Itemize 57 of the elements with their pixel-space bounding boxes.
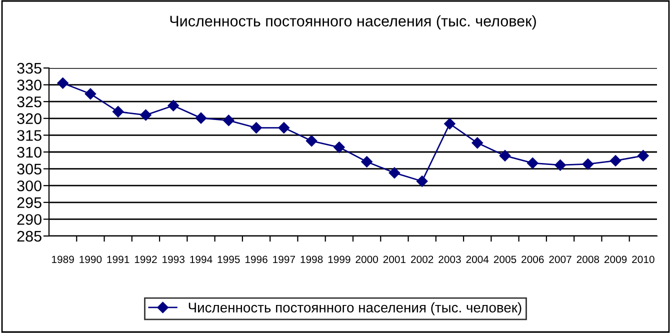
point [278, 122, 290, 134]
y-tick-label: 325 [17, 96, 42, 108]
x-tick-label: 1995 [218, 256, 240, 264]
y-tick-label: 295 [17, 197, 42, 208]
y-tick-label: 330 [17, 80, 42, 90]
x-tick-label: 1996 [245, 256, 268, 264]
y-tick-label: 320 [17, 113, 42, 124]
y-tick-label: 315 [17, 130, 42, 141]
point [112, 106, 124, 118]
x-tick-label: 2009 [604, 256, 627, 264]
x-tick-label: 1990 [80, 256, 102, 264]
x-tick-label: 2005 [494, 256, 516, 264]
x-tick-label: 2004 [466, 256, 489, 264]
point [306, 135, 318, 147]
point [444, 118, 456, 130]
y-tick-label: 285 [17, 230, 42, 242]
x-tick-label: 2000 [356, 256, 378, 264]
point [472, 137, 483, 149]
point [84, 88, 96, 100]
point [388, 167, 400, 178]
point [250, 122, 262, 134]
point [195, 112, 207, 124]
point [527, 157, 538, 169]
point [334, 142, 345, 153]
point [416, 176, 428, 187]
point [168, 100, 179, 112]
x-tick-label: 1991 [107, 256, 130, 264]
x-tick-label: 1992 [134, 256, 157, 264]
chart-title: Численность постоянного населения (тыс. человек) [170, 15, 536, 30]
x-tick-label: 1997 [273, 256, 295, 264]
point [554, 160, 566, 171]
point [582, 158, 594, 170]
x-tick-label: 2002 [411, 256, 434, 264]
y-tick-label: 335 [17, 62, 42, 74]
point [223, 114, 234, 126]
point [610, 155, 622, 166]
x-tick-label: 1993 [162, 256, 184, 264]
y-tick-label: 305 [17, 164, 42, 174]
point [57, 78, 68, 89]
y-tick-label: 290 [17, 214, 42, 225]
point [499, 150, 511, 162]
point [638, 150, 649, 162]
x-tick-label: 2001 [383, 256, 406, 264]
legend-label: Численность постоянного населения (тыс. человек) [188, 302, 522, 316]
x-tick-label: 1989 [52, 256, 74, 264]
x-tick-label: 2008 [576, 256, 600, 264]
point [361, 156, 372, 168]
x-tick-label: 2010 [632, 256, 654, 264]
x-tick-label: 2007 [549, 256, 572, 264]
point [140, 109, 152, 121]
x-tick-label: 2006 [522, 256, 544, 264]
x-tick-label: 1998 [300, 256, 323, 264]
x-tick-label: 1999 [328, 256, 350, 264]
y-tick-label: 300 [17, 180, 42, 192]
x-tick-label: 2003 [438, 256, 461, 264]
y-tick-label: 310 [17, 146, 42, 158]
x-tick-label: 1994 [190, 256, 212, 264]
